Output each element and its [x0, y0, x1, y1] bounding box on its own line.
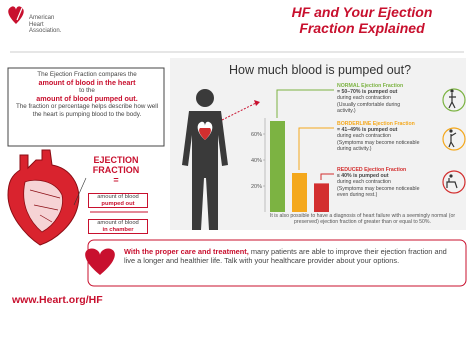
legend-heading: NORMAL Ejection Fraction: [337, 83, 404, 89]
legend-line: activity.): [337, 107, 356, 114]
care-rest: many patients are able to improve their …: [124, 247, 447, 265]
title: HF and Your Ejection Fraction Explained: [262, 4, 462, 36]
chart: 20% 40% 60%: [251, 121, 329, 212]
legend-item: NORMAL Ejection Fraction = 50–70% is pump…: [337, 83, 437, 114]
denominator: amount of blood in chamber: [88, 219, 148, 235]
logo-line: American: [29, 15, 55, 21]
intro-emphasis: amount of blood pumped out.: [36, 93, 138, 103]
legend-line: = 50–70% is pumped out: [337, 89, 398, 96]
title-line: HF and Your Ejection: [291, 4, 433, 20]
note: It is also possible to have a diagnosis …: [269, 213, 456, 226]
legend-line: during each contraction: [337, 95, 391, 102]
care-heart: [85, 248, 115, 275]
legend-line: (Usually comfortable during: [337, 101, 401, 108]
intro-box: [7, 67, 165, 147]
logo-line: Association.: [29, 28, 62, 34]
numerator-line: amount of blood: [97, 194, 139, 200]
title-line: Fraction Explained: [299, 20, 425, 36]
legend-line: during activity.): [337, 145, 372, 152]
legend-item: REDUCED Ejection Fraction ≤ 40% is pumped…: [337, 167, 437, 198]
heart-illustration: [7, 149, 80, 246]
numerator: amount of blood pumped out: [88, 193, 148, 209]
legend-heading: REDUCED Ejection Fraction: [337, 167, 407, 173]
legend-item: BORDERLINE Ejection Fraction = 41–49% is …: [337, 121, 437, 152]
url: www.Heart.org/HF: [12, 294, 103, 306]
pointer: [73, 177, 87, 206]
legend-line: ≤ 40% is pumped out: [337, 173, 389, 180]
bar: [292, 173, 307, 212]
care-text: With the proper care and treatment, many…: [124, 247, 454, 265]
care-lead: With the proper care and treatment,: [124, 247, 249, 256]
legend-line: (Symptoms may become noticeable: [337, 185, 420, 192]
denominator-line: amount of blood: [97, 220, 139, 226]
arrow: [221, 102, 257, 121]
intro-text: to the: [79, 87, 95, 95]
connector: [298, 127, 334, 170]
y-tick-label: 20%: [251, 184, 262, 190]
connector: [276, 89, 334, 118]
ef-line: FRACTION: [92, 165, 140, 175]
intro: The Ejection Fraction compares the amoun…: [12, 71, 162, 119]
legend-line: (Symptoms may become noticeable: [337, 139, 420, 146]
bar: [270, 121, 285, 212]
ef-label: EJECTION FRACTION =: [88, 155, 144, 185]
intro-emphasis: amount of blood in the heart: [38, 77, 136, 87]
arrowhead: [254, 100, 260, 106]
y-tick-label: 60%: [251, 132, 262, 138]
legend-line: even during rest.): [337, 191, 378, 198]
legend-line: during each contraction: [337, 133, 391, 140]
activity-icons: [442, 88, 466, 194]
connector: [320, 173, 334, 180]
y-tick-label: 40%: [251, 158, 262, 164]
care-box: [87, 239, 467, 287]
bar: [314, 183, 329, 212]
ef-line: EJECTION: [93, 155, 139, 165]
logo-line: Heart: [29, 21, 44, 28]
person: [182, 89, 228, 230]
logo-torch: [16, 7, 23, 21]
panel-title: How much blood is pumped out?: [228, 63, 412, 77]
legend-heading: BORDERLINE Ejection Fraction: [337, 121, 415, 127]
denominator-line: in chamber: [102, 226, 134, 233]
logo-heart: [8, 6, 24, 24]
ef-line: =: [113, 175, 119, 185]
legend-line: = 41–49% is pumped out: [337, 127, 398, 134]
numerator-line: pumped out: [101, 200, 135, 207]
legend-line: during each contraction: [337, 179, 391, 186]
logo-text: American Heart Association.: [29, 15, 79, 35]
intro-text: The fraction or percentage helps describ…: [15, 103, 159, 118]
intro-text: The Ejection Fraction compares the: [37, 71, 137, 78]
